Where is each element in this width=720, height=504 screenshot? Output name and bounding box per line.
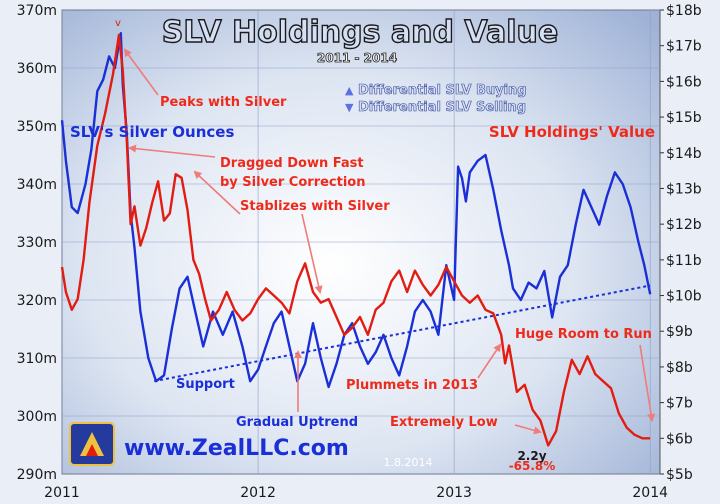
right-tick-label: $8b [666, 360, 693, 376]
right-tick-label: $14b [666, 146, 702, 162]
arrow-stablizes-2 [301, 213, 323, 294]
arrow-plummets [477, 343, 502, 379]
gridlines [61, 9, 660, 475]
series-label-ounces: SLV's Silver Ounces [70, 123, 234, 141]
right-tick-label: $7b [666, 396, 693, 412]
left-tick-label: 350m [17, 119, 57, 135]
arrow-peaks [123, 48, 159, 96]
right-tick-label: $9b [666, 324, 693, 340]
series-label-value: SLV Holdings' Value [489, 123, 655, 141]
legend-buy-label: Differential SLV Buying [358, 83, 527, 98]
website-text: www.ZealLLC.com [124, 436, 349, 461]
legend-buy-icon: ▲ [345, 84, 354, 97]
left-tick-label: 340m [17, 177, 57, 193]
arrow-dragged [128, 144, 216, 158]
chart-subtitle: 2011 - 2014 [317, 51, 397, 65]
right-axis-ticks: $5b $6b $7b $8b $9b $10b $11b $12b $13b $14b $15b $… [660, 3, 702, 483]
arrow-huge [639, 344, 656, 422]
annotation-dragged-2: by Silver Correction [220, 175, 365, 190]
left-tick-label: 360m [17, 61, 57, 77]
legend: ▲ Differential SLV Buying ▼ Differential… [345, 83, 527, 116]
left-tick-label: 370m [17, 3, 57, 19]
left-tick-label: 320m [17, 293, 57, 309]
x-tick-label: 2014 [632, 485, 668, 501]
legend-sell-label: Differential SLV Selling [358, 100, 526, 115]
arrow-extremely [514, 424, 542, 435]
series-line-holdings-value [60, 33, 651, 447]
left-tick-label: 300m [17, 409, 57, 425]
annotation-decline: -65.8% [509, 459, 556, 473]
zeal-logo [69, 422, 115, 466]
x-axis-ticks: 2011 2012 2013 2014 [44, 485, 668, 501]
annotation-gradual: Gradual Uptrend [236, 415, 358, 430]
left-tick-label: 330m [17, 235, 57, 251]
right-tick-label: $6b [666, 431, 693, 447]
right-tick-label: $17b [666, 39, 702, 55]
left-tick-label: 310m [17, 351, 57, 367]
x-tick-label: 2013 [436, 485, 472, 501]
right-tick-label: $18b [666, 3, 702, 19]
annotation-arrows [123, 48, 656, 435]
arrow-stablizes [193, 170, 241, 215]
chart-title: SLV Holdings and Value [162, 15, 558, 50]
right-tick-label: $11b [666, 253, 702, 269]
right-tick-label: $5b [666, 467, 693, 483]
uptrend-line [154, 284, 651, 383]
legend-sell-icon: ▼ [345, 101, 354, 114]
right-tick-label: $10b [666, 289, 702, 305]
annotation-duration: 2.2y [517, 449, 546, 463]
series-line-silver-ounces [60, 32, 652, 389]
right-tick-label: $12b [666, 217, 702, 233]
x-tick-label: 2011 [44, 485, 80, 501]
right-tick-label: $15b [666, 110, 702, 126]
annotation-peaks: Peaks with Silver [160, 95, 287, 110]
peak-marker-icon: v [115, 18, 121, 29]
right-tick-label: $13b [666, 181, 702, 197]
left-tick-label: 290m [17, 467, 57, 483]
right-tick-label: $16b [666, 74, 702, 90]
annotation-stablizes: Stablizes with Silver [240, 199, 390, 214]
left-axis-ticks: 290m 300m 310m 320m 330m 340m 350m 360m 370m [17, 3, 57, 483]
x-tick-label: 2012 [240, 485, 276, 501]
annotation-plummets: Plummets in 2013 [346, 378, 478, 393]
annotation-date: 1.8.2014 [384, 456, 433, 469]
annotation-support: Support [176, 377, 235, 392]
annotation-extremely: Extremely Low [390, 415, 498, 430]
annotation-huge: Huge Room to Run [515, 327, 652, 342]
annotation-dragged-1: Dragged Down Fast [220, 156, 364, 171]
annotations: Peaks with Silver Dragged Down Fast by S… [160, 95, 652, 473]
